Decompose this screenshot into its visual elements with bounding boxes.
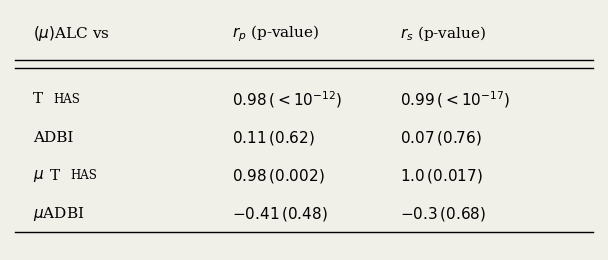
- Text: $-0.41\,(0.48)$: $-0.41\,(0.48)$: [232, 205, 327, 223]
- Text: HAS: HAS: [54, 93, 80, 106]
- Text: $0.98\,(< 10^{-12})$: $0.98\,(< 10^{-12})$: [232, 89, 342, 110]
- Text: HAS: HAS: [71, 169, 97, 182]
- Text: $(\mu)$ALC vs: $(\mu)$ALC vs: [33, 24, 110, 43]
- Text: $1.0\,(0.017)$: $1.0\,(0.017)$: [401, 167, 483, 185]
- Text: $0.99\,(< 10^{-17})$: $0.99\,(< 10^{-17})$: [401, 89, 511, 110]
- Text: $\mu$: $\mu$: [33, 168, 44, 184]
- Text: $0.11\,(0.62)$: $0.11\,(0.62)$: [232, 129, 314, 147]
- Text: $-0.3\,(0.68)$: $-0.3\,(0.68)$: [401, 205, 486, 223]
- Text: $\mu$ADBI: $\mu$ADBI: [33, 205, 85, 223]
- Text: $r_s$ (p-value): $r_s$ (p-value): [401, 24, 486, 43]
- Text: $0.07\,(0.76)$: $0.07\,(0.76)$: [401, 129, 482, 147]
- Text: T: T: [33, 93, 43, 106]
- Text: $r_p$ (p-value): $r_p$ (p-value): [232, 23, 319, 44]
- Text: ADBI: ADBI: [33, 131, 74, 145]
- Text: $0.98\,(0.002)$: $0.98\,(0.002)$: [232, 167, 324, 185]
- Text: T: T: [50, 169, 60, 183]
